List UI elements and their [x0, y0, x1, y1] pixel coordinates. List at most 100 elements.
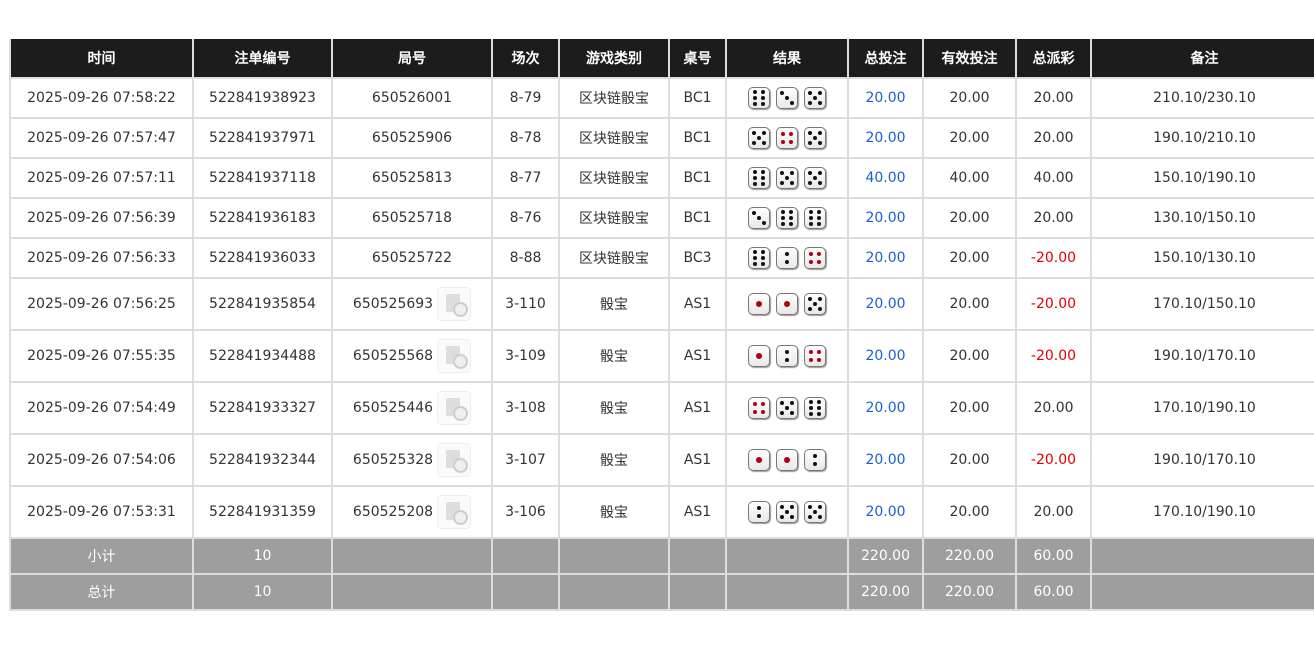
table-row: 2025-09-26 07:58:22 522841938923 650526001… [9, 77, 1314, 119]
round-cell: 650525813 [331, 157, 493, 199]
total-bet-cell: 40.00 [847, 157, 924, 199]
column-header: 总投注 [847, 39, 924, 79]
table-row: 2025-09-26 07:56:39 522841936183 650525718… [9, 197, 1314, 239]
result-cell [725, 197, 849, 239]
dice-4-icon [804, 247, 826, 269]
total-bet-cell: 20.00 [847, 329, 924, 383]
bet-id-cell: 522841937118 [192, 157, 333, 199]
column-header: 局号 [331, 39, 493, 79]
total-bet-cell: 20.00 [847, 485, 924, 539]
game-type-cell: 区块链骰宝 [558, 117, 670, 159]
session-cell: 3-110 [491, 277, 560, 331]
session-cell: 8-79 [491, 77, 560, 119]
dice-5-icon [776, 501, 798, 523]
bet-id-cell: 522841936033 [192, 237, 333, 279]
round-cell: 650525446 [331, 381, 493, 435]
bet-id-cell: 522841931359 [192, 485, 333, 539]
total-bet-cell: 20.00 [847, 381, 924, 435]
time-cell: 2025-09-26 07:57:47 [9, 117, 194, 159]
payout-cell: -20.00 [1015, 237, 1092, 279]
video-replay-icon[interactable] [437, 339, 472, 373]
dice-5-icon [804, 167, 826, 189]
time-cell: 2025-09-26 07:56:25 [9, 277, 194, 331]
subtotal-row: 小计 10 220.00 220.00 60.00 [9, 537, 1314, 575]
game-type-cell: 骰宝 [558, 485, 670, 539]
note-cell: 190.10/170.10 [1090, 329, 1314, 383]
dice-2-icon [748, 501, 770, 523]
time-cell: 2025-09-26 07:55:35 [9, 329, 194, 383]
dice-5-icon [776, 167, 798, 189]
dice-6-icon [804, 397, 826, 419]
table-cell: BC1 [668, 157, 727, 199]
result-cell [725, 433, 849, 487]
table-row: 2025-09-26 07:54:49 522841933327 650525446… [9, 381, 1314, 435]
payout-cell: 20.00 [1015, 77, 1092, 119]
payout-cell: 20.00 [1015, 381, 1092, 435]
result-cell [725, 329, 849, 383]
table-row: 2025-09-26 07:57:47 522841937971 650525906… [9, 117, 1314, 159]
round-number: 650525446 [352, 400, 434, 416]
payout-cell: -20.00 [1015, 329, 1092, 383]
round-number: 650525813 [371, 170, 453, 186]
video-replay-icon[interactable] [437, 287, 472, 321]
empty-cell [1090, 573, 1314, 611]
valid-bet-cell: 20.00 [922, 77, 1017, 119]
valid-bet-cell: 40.00 [922, 157, 1017, 199]
footer-valid-bet: 220.00 [922, 573, 1017, 611]
footer-label: 小计 [9, 537, 194, 575]
table-cell: BC1 [668, 77, 727, 119]
note-cell: 130.10/150.10 [1090, 197, 1314, 239]
result-cell [725, 381, 849, 435]
game-type-cell: 区块链骰宝 [558, 237, 670, 279]
column-header: 结果 [725, 39, 849, 79]
round-cell: 650525906 [331, 117, 493, 159]
empty-cell [558, 537, 670, 575]
table-cell: AS1 [668, 329, 727, 383]
result-cell [725, 117, 849, 159]
payout-cell: -20.00 [1015, 433, 1092, 487]
result-cell [725, 77, 849, 119]
round-number: 650525906 [371, 130, 453, 146]
payout-cell: 40.00 [1015, 157, 1092, 199]
note-cell: 170.10/150.10 [1090, 277, 1314, 331]
time-cell: 2025-09-26 07:56:39 [9, 197, 194, 239]
empty-cell [725, 573, 849, 611]
empty-cell [1090, 537, 1314, 575]
dice-6-icon [748, 87, 770, 109]
game-type-cell: 骰宝 [558, 329, 670, 383]
video-replay-icon[interactable] [437, 443, 472, 477]
session-cell: 8-76 [491, 197, 560, 239]
grand-total-row: 总计 10 220.00 220.00 60.00 [9, 573, 1314, 611]
table-row: 2025-09-26 07:56:33 522841936033 650525722… [9, 237, 1314, 279]
dice-3-icon [776, 87, 798, 109]
note-cell: 150.10/190.10 [1090, 157, 1314, 199]
dice-6-icon [748, 247, 770, 269]
result-cell [725, 157, 849, 199]
valid-bet-cell: 20.00 [922, 433, 1017, 487]
note-cell: 170.10/190.10 [1090, 381, 1314, 435]
dice-5-icon [804, 87, 826, 109]
round-cell: 650526001 [331, 77, 493, 119]
note-cell: 150.10/130.10 [1090, 237, 1314, 279]
time-cell: 2025-09-26 07:53:31 [9, 485, 194, 539]
footer-total-bet: 220.00 [847, 573, 924, 611]
time-cell: 2025-09-26 07:56:33 [9, 237, 194, 279]
video-replay-icon[interactable] [437, 391, 472, 425]
dice-1-icon [748, 345, 770, 367]
round-cell: 650525208 [331, 485, 493, 539]
round-cell: 650525693 [331, 277, 493, 331]
dice-2-icon [804, 449, 826, 471]
table-row: 2025-09-26 07:55:35 522841934488 650525568… [9, 329, 1314, 383]
dice-5-icon [748, 127, 770, 149]
round-number: 650525208 [352, 504, 434, 520]
table-cell: AS1 [668, 485, 727, 539]
bet-id-cell: 522841933327 [192, 381, 333, 435]
table-row: 2025-09-26 07:56:25 522841935854 650525693… [9, 277, 1314, 331]
game-type-cell: 骰宝 [558, 381, 670, 435]
total-bet-cell: 20.00 [847, 277, 924, 331]
total-bet-cell: 20.00 [847, 197, 924, 239]
empty-cell [668, 537, 727, 575]
time-cell: 2025-09-26 07:57:11 [9, 157, 194, 199]
video-replay-icon[interactable] [437, 495, 472, 529]
empty-cell [491, 537, 560, 575]
